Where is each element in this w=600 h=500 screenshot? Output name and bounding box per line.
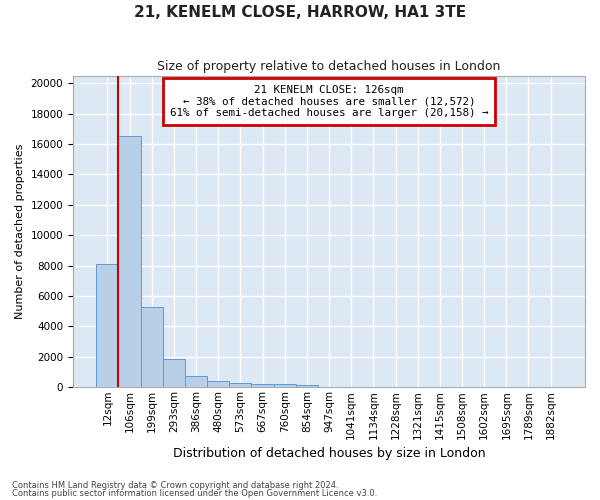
- Bar: [140, 306, 163, 387]
- Bar: [118, 136, 140, 387]
- Text: Contains public sector information licensed under the Open Government Licence v3: Contains public sector information licen…: [12, 488, 377, 498]
- Title: Size of property relative to detached houses in London: Size of property relative to detached ho…: [157, 60, 501, 73]
- Bar: [163, 359, 185, 387]
- Bar: [251, 384, 274, 387]
- Bar: [96, 264, 118, 387]
- Text: 21 KENELM CLOSE: 126sqm
← 38% of detached houses are smaller (12,572)
61% of sem: 21 KENELM CLOSE: 126sqm ← 38% of detache…: [170, 85, 488, 118]
- Y-axis label: Number of detached properties: Number of detached properties: [15, 144, 25, 319]
- Bar: [185, 376, 207, 387]
- Bar: [207, 382, 229, 387]
- X-axis label: Distribution of detached houses by size in London: Distribution of detached houses by size …: [173, 447, 485, 460]
- Bar: [274, 384, 296, 387]
- Text: Contains HM Land Registry data © Crown copyright and database right 2024.: Contains HM Land Registry data © Crown c…: [12, 481, 338, 490]
- Text: 21, KENELM CLOSE, HARROW, HA1 3TE: 21, KENELM CLOSE, HARROW, HA1 3TE: [134, 5, 466, 20]
- Bar: [229, 382, 251, 387]
- Bar: [296, 385, 318, 387]
